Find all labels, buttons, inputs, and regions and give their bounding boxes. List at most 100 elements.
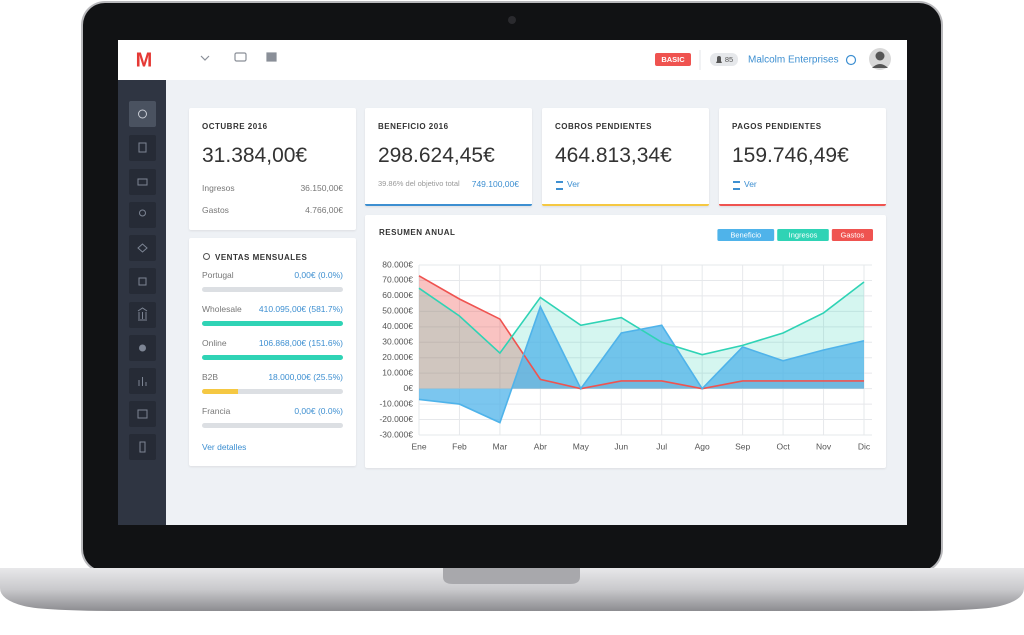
x-tick-label: Ene <box>411 441 426 451</box>
item-value: 0,00€ (0.0%) <box>294 406 343 416</box>
card-amount: 159.746,49€ <box>732 144 849 167</box>
sidebar-item[interactable] <box>129 434 156 460</box>
item-value: 410.095,00€ (581.7%) <box>258 304 343 314</box>
progress-fill <box>202 389 238 394</box>
legend-chip[interactable] <box>777 229 829 241</box>
x-tick-label: Sep <box>735 441 750 451</box>
payables-card: PAGOS PENDIENTES 159.746,49€ Ver <box>719 108 886 206</box>
avatar-head <box>875 51 885 61</box>
monitor-icon[interactable] <box>266 52 277 62</box>
dropdown-icon[interactable] <box>200 55 210 61</box>
x-tick-label: Nov <box>816 441 832 451</box>
plan-badge <box>655 53 691 66</box>
notch <box>443 568 580 584</box>
row-value: 36.150,00€ <box>300 183 343 193</box>
card-amount: 464.813,34€ <box>555 144 672 167</box>
x-tick-label: Dic <box>858 441 871 451</box>
item-name: Francia <box>202 406 231 416</box>
area-line <box>418 275 864 390</box>
receivables-card: COBROS PENDIENTES 464.813,34€ Ver <box>542 108 709 206</box>
progress-track <box>202 389 343 394</box>
y-tick-label: -20.000€ <box>379 414 413 424</box>
y-tick-label: 80.000€ <box>382 259 413 269</box>
row-label: Gastos <box>202 205 229 215</box>
bell-icon <box>716 56 722 63</box>
settings-icon[interactable] <box>845 54 857 66</box>
x-tick-label: Jun <box>614 441 628 451</box>
item-name: B2B <box>202 372 219 382</box>
progress-track <box>202 287 343 292</box>
profit-card: BENEFICIO 2016 298.624,45€ 39.86% del ob… <box>365 108 532 206</box>
avatar-body <box>872 64 888 68</box>
list-icon <box>733 181 740 190</box>
y-tick-label: 0€ <box>404 383 414 393</box>
month-card: OCTUBRE 2016 31.384,00€ Ingresos 36.150,… <box>189 108 356 230</box>
camera <box>508 16 516 24</box>
x-tick-label: Mar <box>493 441 508 451</box>
area-line <box>418 304 865 424</box>
card-title: OCTUBRE 2016 <box>202 122 268 131</box>
top-bar <box>118 40 907 80</box>
sidebar-icons <box>129 101 156 460</box>
row-value: 4.766,00€ <box>305 205 343 215</box>
details-link[interactable]: Ver detalles <box>202 442 247 452</box>
y-tick-label: 50.000€ <box>382 306 413 316</box>
x-tick-label: Abr <box>534 441 547 451</box>
sidebar-item-active[interactable] <box>129 101 156 127</box>
item-name: Wholesale <box>202 304 242 314</box>
chat-icon[interactable] <box>234 52 247 62</box>
notification-count: 85 <box>725 55 733 64</box>
y-tick-label: 70.000€ <box>382 275 413 285</box>
sales-icon <box>203 253 210 260</box>
item-value: 0,00€ (0.0%) <box>294 270 343 280</box>
sales-card: VENTAS MENSUALES Ver detalles Portugal 0,… <box>189 238 356 466</box>
legend-label: Beneficio <box>730 230 761 239</box>
chart-title: RESUMEN ANUAL <box>379 228 455 237</box>
sidebar-item[interactable] <box>129 235 156 261</box>
logo[interactable]: M <box>136 49 153 71</box>
sidebar-item[interactable] <box>129 169 156 195</box>
legend-chip[interactable] <box>717 229 775 241</box>
progress-track <box>202 423 343 428</box>
x-tick-label: Ago <box>695 441 710 451</box>
top-icons <box>200 52 857 66</box>
chart: RESUMEN ANUAL -30.000€ -20.000€ -10.000€ 0€… <box>379 228 873 451</box>
sidebar-item[interactable] <box>129 268 156 294</box>
y-tick-label: 10.000€ <box>382 367 413 377</box>
card-title: COBROS PENDIENTES <box>555 122 652 131</box>
target-value: 749.100,00€ <box>471 179 519 189</box>
item-value: 18.000,00€ (25.5%) <box>268 372 343 382</box>
sidebar-item[interactable] <box>129 401 156 427</box>
card-title: BENEFICIO 2016 <box>378 122 449 131</box>
legend-label: Gastos <box>841 230 865 239</box>
legend-label: Ingresos <box>789 230 818 239</box>
card-amount: 298.624,45€ <box>378 144 495 167</box>
x-tick-label: Oct <box>776 441 790 451</box>
y-tick-label: -30.000€ <box>379 429 413 439</box>
view-link[interactable]: Ver <box>567 179 580 189</box>
card-amount: 31.384,00€ <box>202 144 308 167</box>
company-name[interactable]: Malcolm Enterprises <box>748 55 839 66</box>
row-label: Ingresos <box>202 183 235 193</box>
legend-chip[interactable] <box>831 229 873 241</box>
y-tick-label: -10.000€ <box>379 398 413 408</box>
progress-track <box>202 355 343 360</box>
chart-card: RESUMEN ANUAL -30.000€ -20.000€ -10.000€ 0€… <box>365 215 886 468</box>
x-tick-label: Jul <box>656 441 667 451</box>
x-tick-label: May <box>573 441 590 451</box>
list-icon <box>556 181 563 190</box>
sidebar-item[interactable] <box>129 135 156 161</box>
sidebar-item[interactable] <box>129 202 156 228</box>
view-link[interactable]: Ver <box>744 179 757 189</box>
target-note: 39.86% del objetivo total <box>378 179 460 188</box>
progress-track <box>202 321 343 326</box>
y-tick-label: 60.000€ <box>382 290 413 300</box>
item-name: Portugal <box>202 270 234 280</box>
plan-label: BASIC <box>661 55 685 64</box>
item-value: 106.868,00€ (151.6%) <box>258 338 343 348</box>
progress-fill <box>202 355 343 360</box>
progress-fill <box>202 321 343 326</box>
laptop-base <box>0 568 1024 611</box>
card-title: PAGOS PENDIENTES <box>732 122 822 131</box>
